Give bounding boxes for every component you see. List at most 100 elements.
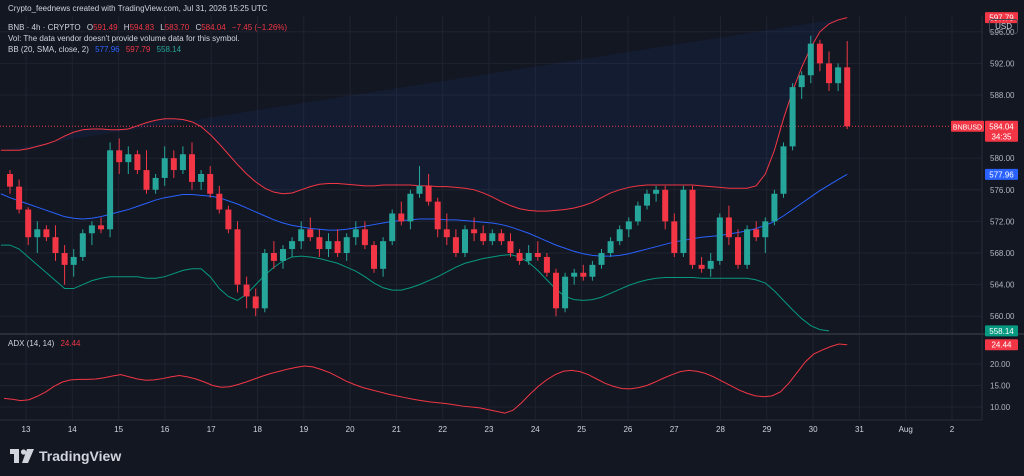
candle	[835, 63, 842, 92]
price-tick-label: 576.00	[990, 186, 1015, 195]
candle	[170, 150, 177, 178]
candle	[116, 138, 123, 174]
time-tick-label: 17	[207, 425, 216, 434]
candle	[735, 229, 741, 269]
adx-badge-text: 24.44	[991, 341, 1012, 350]
candle-body	[707, 260, 714, 269]
candle	[716, 213, 723, 265]
price-badge-text: 584.04	[989, 122, 1014, 131]
candle	[571, 268, 578, 285]
candle	[680, 185, 687, 257]
candles[interactable]	[7, 35, 851, 317]
time-tick-label: 25	[577, 425, 586, 434]
candle	[689, 185, 696, 269]
time-tick-label: Aug	[899, 425, 913, 434]
candle	[270, 241, 277, 269]
ohlc-open: O591.49	[86, 23, 118, 32]
candle	[207, 166, 214, 198]
ohlc-high: H594.83	[123, 23, 155, 32]
candle	[644, 189, 650, 210]
price-tick-label: 564.00	[990, 281, 1015, 290]
candle-body	[252, 296, 259, 309]
candle-body	[580, 272, 587, 277]
chart-canvas[interactable]: 560.00 564.00 568.00 572.00 576.00 580.00 588.…	[0, 0, 1024, 440]
candle-body	[107, 150, 114, 230]
candle	[498, 229, 505, 246]
candle-body	[844, 67, 851, 127]
candle	[562, 272, 569, 313]
candle	[416, 166, 423, 198]
candle-body	[352, 229, 359, 238]
candle	[189, 142, 195, 190]
price-tick-label: 592.00	[990, 59, 1015, 68]
bb-band-fill	[0, 17, 848, 212]
candle-body	[179, 154, 186, 171]
candle	[198, 170, 205, 190]
candle-body	[653, 189, 660, 194]
bb-upper-line	[0, 17, 848, 212]
candle-body	[507, 241, 514, 253]
candle	[280, 245, 286, 269]
symbol-title[interactable]: BNB · 4h · CRYPTO	[8, 23, 81, 32]
candle	[807, 35, 814, 84]
candle-body	[234, 229, 241, 285]
candle-body	[307, 229, 314, 238]
price-tick-label: 568.00	[990, 249, 1015, 258]
candle-body	[625, 221, 632, 230]
candle-body	[689, 189, 696, 265]
candle	[525, 245, 532, 265]
candle	[43, 225, 50, 242]
currency-button[interactable]: USD	[989, 19, 1018, 34]
bb-lower-badge-bg	[985, 325, 1018, 337]
tradingview-logo[interactable]: TradingView	[10, 448, 121, 464]
candle	[407, 189, 414, 230]
candle	[307, 217, 314, 242]
candle-body	[462, 229, 468, 253]
candle-body	[716, 217, 723, 261]
adx-pane	[3, 343, 848, 414]
candle-body	[807, 43, 814, 76]
candle	[88, 221, 95, 246]
candle	[179, 146, 186, 174]
candle-body	[816, 43, 823, 64]
candle	[452, 229, 459, 257]
bb-legend: BB (20, SMA, close, 2) 577.96 597.79 558…	[8, 44, 185, 55]
candle	[471, 217, 478, 242]
bb-lines	[0, 17, 982, 332]
tradingview-brand: TradingView	[39, 448, 122, 464]
volume-note: Vol: The data vendor doesn't provide vol…	[8, 34, 240, 43]
candle-body	[280, 249, 286, 261]
candle-body	[70, 256, 77, 265]
candle	[361, 221, 368, 250]
chart-credit: Crypto_feednews created with TradingView…	[8, 4, 268, 13]
candle-body	[43, 229, 50, 238]
candle-body	[161, 158, 168, 178]
candle	[653, 185, 660, 202]
candle	[216, 185, 223, 214]
candle-body	[571, 272, 578, 277]
candle	[753, 221, 760, 242]
adx-label[interactable]: ADX (14, 14)	[8, 339, 55, 348]
candle-body	[762, 221, 769, 238]
bb-label[interactable]: BB (20, SMA, close, 2)	[8, 45, 89, 54]
candle	[98, 217, 104, 234]
candle	[261, 249, 268, 313]
candle	[489, 229, 496, 246]
candle-body	[416, 185, 423, 194]
footer-bar	[0, 440, 1024, 476]
candle	[698, 256, 705, 273]
bb-upper-value: 597.79	[125, 45, 151, 54]
candle-body	[361, 229, 368, 246]
candle	[143, 150, 150, 194]
bb-upper-badge-text: 597.79	[989, 14, 1014, 23]
candle-body	[334, 241, 341, 253]
candle-body	[616, 229, 623, 242]
candle-body	[380, 241, 387, 269]
candle-body	[398, 213, 405, 222]
price-tick-label: 560.00	[990, 312, 1015, 321]
adx-badge-bg	[985, 339, 1018, 351]
candle-body	[261, 253, 268, 309]
bb-fill-area	[0, 17, 848, 212]
candle-body	[553, 272, 559, 309]
candle	[152, 174, 159, 194]
